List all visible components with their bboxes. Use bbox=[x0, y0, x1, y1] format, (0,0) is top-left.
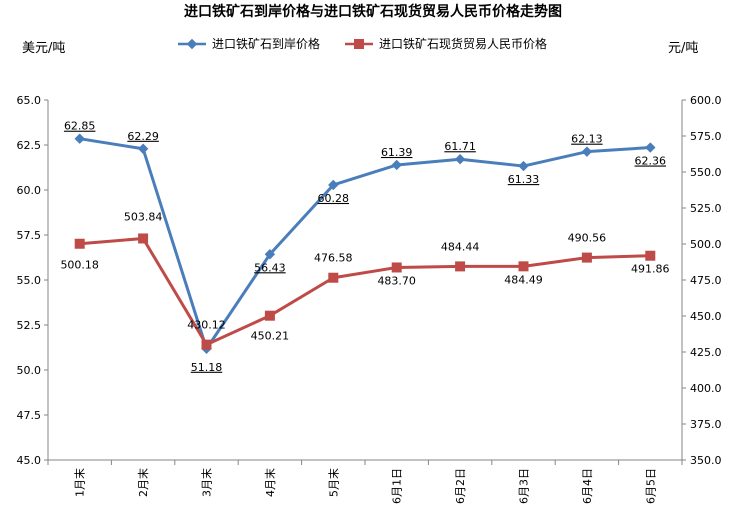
y-left-tick-label: 55.0 bbox=[17, 274, 42, 287]
series-1-data-label: 51.18 bbox=[191, 361, 223, 374]
x-tick-label: 3月末 bbox=[200, 468, 214, 497]
x-tick-label: 6月4日 bbox=[581, 468, 594, 504]
legend-marker bbox=[186, 38, 198, 50]
y-left-tick-label: 65.0 bbox=[17, 94, 42, 107]
x-tick-label: 5月末 bbox=[326, 468, 340, 497]
chart-title: 进口铁矿石到岸价格与进口铁矿石现货贸易人民币价格走势图 bbox=[184, 3, 562, 20]
y-left-tick-label: 50.0 bbox=[17, 364, 42, 377]
x-tick-label: 1月末 bbox=[73, 468, 87, 497]
series-1-point bbox=[264, 249, 276, 260]
series-2-data-label: 491.86 bbox=[631, 263, 670, 276]
y-right-tick-label: 375.0 bbox=[690, 418, 722, 431]
series-2-point bbox=[264, 310, 275, 321]
series-1-data-label: 61.33 bbox=[508, 173, 540, 186]
series-line-2 bbox=[79, 236, 651, 347]
y-right-tick-label: 600.0 bbox=[690, 94, 722, 107]
series-1-point bbox=[454, 154, 466, 165]
x-tick-label: 6月2日 bbox=[454, 468, 467, 504]
legend-marker bbox=[354, 39, 364, 49]
series-2-point bbox=[645, 250, 656, 261]
y-left-tick-label: 52.5 bbox=[17, 319, 42, 332]
legend: 进口铁矿石到岸价格 进口铁矿石现货贸易人民币价格 bbox=[178, 36, 547, 51]
x-tick-label: 6月3日 bbox=[518, 468, 531, 504]
series-2-data-label: 484.44 bbox=[441, 240, 480, 253]
series-layer bbox=[74, 133, 656, 354]
series-2-point bbox=[328, 272, 339, 283]
series-1-point bbox=[328, 179, 339, 191]
series-1-point bbox=[645, 142, 656, 153]
series-2-data-label: 490.56 bbox=[568, 232, 607, 245]
series-1-data-label: 62.85 bbox=[64, 120, 96, 133]
series-2-data-label: 476.58 bbox=[314, 252, 353, 265]
y-right-tick-label: 500.0 bbox=[690, 238, 722, 251]
y-right-tick-label: 400.0 bbox=[690, 382, 722, 395]
series-2-point bbox=[391, 262, 402, 273]
series-1-data-label: 62.29 bbox=[127, 130, 159, 143]
series-2-point bbox=[518, 261, 529, 272]
series-1-point bbox=[581, 146, 593, 157]
series-line-1 bbox=[79, 137, 651, 351]
series-2-point bbox=[201, 339, 212, 350]
series-2-data-label: 483.70 bbox=[377, 274, 416, 287]
series-2-data-label: 430.12 bbox=[187, 319, 226, 332]
y-right-tick-label: 425.0 bbox=[690, 346, 722, 359]
series-1-point bbox=[137, 143, 149, 154]
series-2-data-label: 500.18 bbox=[60, 259, 99, 272]
series-1-data-label: 61.39 bbox=[381, 146, 413, 159]
series-1-point bbox=[518, 160, 529, 172]
series-1-data-label: 62.13 bbox=[571, 133, 603, 146]
series-1-point bbox=[74, 133, 85, 144]
series-1-data-label: 62.36 bbox=[635, 155, 667, 168]
series-2-data-label: 484.49 bbox=[504, 273, 543, 286]
y-left-tick-label: 57.5 bbox=[17, 229, 42, 242]
data-labels-layer: 62.85 62.29 51.18 56.43 60.28 61.39 61.71 61.33… bbox=[60, 120, 669, 374]
series-2-data-label: 503.84 bbox=[124, 210, 163, 223]
y-axis-right-label: 元/吨 bbox=[668, 41, 698, 56]
y-right-tick-label: 575.0 bbox=[690, 130, 722, 143]
y-left-tick-label: 60.0 bbox=[17, 184, 42, 197]
legend-label: 进口铁矿石现货贸易人民币价格 bbox=[379, 36, 547, 51]
series-2-point bbox=[74, 238, 85, 249]
x-tick-label: 6月1日 bbox=[391, 468, 404, 504]
y-left-tick-label: 47.5 bbox=[17, 409, 42, 422]
y-right-tick-label: 525.0 bbox=[690, 202, 722, 215]
axes: 45.0 47.5 50.0 52.5 55.0 57.5 60.0 62.5 65.0 350.… bbox=[17, 94, 722, 504]
series-2-point bbox=[455, 261, 466, 272]
series-1-point bbox=[391, 159, 402, 171]
series-2-point bbox=[581, 252, 592, 263]
y-axis-left-label: 美元/吨 bbox=[22, 41, 65, 56]
y-right-tick-label: 550.0 bbox=[690, 166, 722, 179]
series-2-data-label: 450.21 bbox=[251, 330, 290, 343]
y-left-tick-label: 45.0 bbox=[17, 454, 42, 467]
series-1-data-label: 56.43 bbox=[254, 261, 286, 274]
legend-label: 进口铁矿石到岸价格 bbox=[212, 36, 320, 51]
series-2-point bbox=[138, 233, 149, 244]
series-1-data-label: 60.28 bbox=[318, 192, 350, 205]
y-right-tick-label: 475.0 bbox=[690, 274, 722, 287]
y-right-tick-label: 450.0 bbox=[690, 310, 722, 323]
x-tick-label: 6月5日 bbox=[644, 468, 657, 504]
x-tick-label: 2月末 bbox=[136, 468, 150, 497]
y-right-tick-label: 350.0 bbox=[690, 454, 722, 467]
series-1-data-label: 61.71 bbox=[444, 140, 476, 153]
x-tick-label: 4月末 bbox=[263, 468, 277, 497]
y-left-tick-label: 62.5 bbox=[17, 139, 42, 152]
